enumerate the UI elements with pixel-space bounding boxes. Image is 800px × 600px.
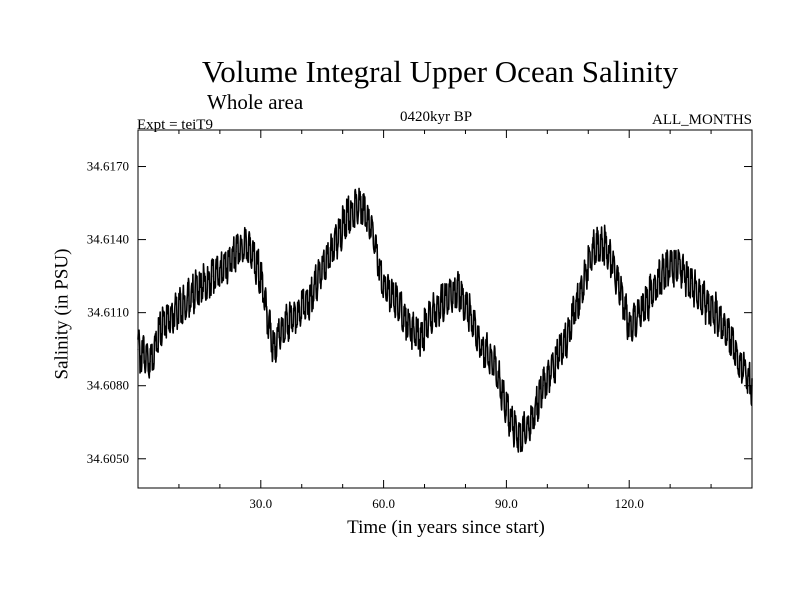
y-tick-label: 34.6140 bbox=[87, 232, 129, 247]
salinity-data-point bbox=[321, 268, 323, 270]
salinity-data-point bbox=[247, 243, 250, 246]
salinity-data-point bbox=[653, 287, 655, 289]
salinity-data-point bbox=[518, 438, 520, 440]
salinity-data-point bbox=[739, 360, 741, 362]
y-tick-label: 34.6170 bbox=[87, 159, 129, 174]
salinity-data-point bbox=[444, 299, 446, 302]
plot-frame bbox=[137, 129, 753, 489]
salinity-data-point bbox=[407, 324, 409, 326]
salinity-data-point bbox=[530, 421, 532, 423]
salinity-data-point bbox=[370, 226, 372, 229]
chart-subtitle: Whole area bbox=[207, 90, 304, 114]
experiment-label: Expt = teiT9 bbox=[137, 117, 213, 133]
salinity-data-point bbox=[714, 312, 716, 314]
x-tick-label: 90.0 bbox=[495, 496, 518, 511]
salinity-data-point bbox=[591, 251, 593, 253]
salinity-data-point bbox=[554, 360, 557, 362]
period-label: 0420kyr BP bbox=[400, 109, 473, 125]
salinity-data-point bbox=[481, 348, 483, 350]
y-tick-label: 34.6050 bbox=[87, 451, 129, 466]
y-tick-label: 34.6110 bbox=[87, 305, 129, 320]
salinity-data-point bbox=[702, 299, 704, 302]
salinity-data-point bbox=[677, 263, 679, 265]
salinity-data-point bbox=[198, 287, 200, 289]
salinity-data-point bbox=[505, 409, 507, 411]
salinity-data-point bbox=[260, 275, 262, 277]
salinity-data-point bbox=[690, 282, 692, 285]
salinity-data-point bbox=[726, 331, 729, 333]
chart-title: Volume Integral Upper Ocean Salinity bbox=[201, 54, 679, 89]
salinity-data-point bbox=[223, 268, 225, 270]
salinity-data-point bbox=[346, 219, 348, 221]
salinity-data-point bbox=[542, 385, 544, 387]
salinity-data-point bbox=[616, 275, 618, 277]
salinity-data-point bbox=[235, 251, 237, 253]
salinity-data-point bbox=[628, 324, 630, 326]
x-tick-label: 120.0 bbox=[615, 496, 644, 511]
salinity-data-point bbox=[493, 360, 495, 362]
salinity-data-point bbox=[297, 312, 299, 314]
salinity-data-point bbox=[432, 312, 434, 314]
salinity-data-point bbox=[358, 202, 360, 204]
salinity-data-point bbox=[468, 312, 471, 314]
series-layer bbox=[137, 187, 753, 453]
y-tick-label: 34.6080 bbox=[87, 378, 129, 393]
salinity-data-point bbox=[383, 287, 385, 289]
salinity-data-point bbox=[186, 299, 188, 302]
salinity-data-point bbox=[161, 324, 164, 326]
salinity-data-point bbox=[174, 312, 176, 314]
salinity-data-point bbox=[333, 243, 336, 246]
salinity-data-point bbox=[272, 348, 274, 350]
ticks-layer: 34.6050 34.6080 34.6110 34.6140 34.6170 30.0 6… bbox=[87, 130, 753, 511]
x-tick-label: 30.0 bbox=[249, 496, 272, 511]
salinity-data-point bbox=[149, 360, 151, 362]
salinity-data-point bbox=[640, 312, 643, 314]
salinity-data-point bbox=[211, 275, 213, 277]
salinity-series-line bbox=[137, 187, 753, 453]
salinity-data-point bbox=[419, 336, 422, 338]
salinity-data-point bbox=[309, 299, 311, 302]
salinity-data-point bbox=[284, 324, 286, 326]
months-label: ALL_MONTHS bbox=[652, 112, 752, 128]
x-tick-label: 60.0 bbox=[372, 496, 395, 511]
salinity-data-point bbox=[395, 299, 397, 302]
salinity-data-point bbox=[579, 292, 581, 294]
salinity-data-point bbox=[456, 287, 458, 289]
salinity-data-point bbox=[567, 336, 569, 338]
x-axis-label: Time (in years since start) bbox=[347, 517, 545, 538]
salinity-data-point bbox=[604, 243, 606, 246]
salinity-data-point bbox=[665, 268, 667, 270]
